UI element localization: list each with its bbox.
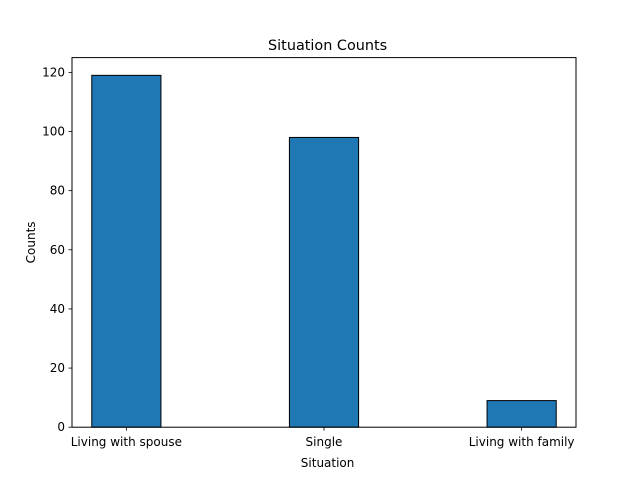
chart-title: Situation Counts — [268, 38, 387, 54]
bars-group — [91, 74, 557, 428]
y-axis-ticks: 0 20 40 60 80 100 120 — [42, 65, 72, 434]
y-tick-label: 0 — [57, 420, 65, 434]
x-tick-label: Living with spouse — [71, 435, 182, 449]
y-tick-label: 120 — [42, 65, 65, 79]
bar-living-with-family — [486, 400, 557, 428]
y-axis-label: Counts — [24, 221, 38, 263]
bar-single — [288, 136, 360, 428]
y-tick-label: 80 — [50, 184, 65, 198]
plot-area-frame — [71, 57, 577, 428]
x-tick-label: Single — [306, 435, 343, 449]
y-tick-label: 20 — [50, 361, 65, 375]
bar-living-with-spouse — [91, 74, 162, 428]
y-tick-label: 60 — [50, 243, 65, 257]
x-axis-ticks: Living with spouse Single Living with fami… — [71, 427, 575, 449]
y-tick-label: 40 — [50, 302, 65, 316]
x-axis-label: Situation — [301, 456, 355, 470]
x-tick-label: Living with family — [469, 435, 575, 449]
y-tick-label: 100 — [42, 125, 65, 139]
